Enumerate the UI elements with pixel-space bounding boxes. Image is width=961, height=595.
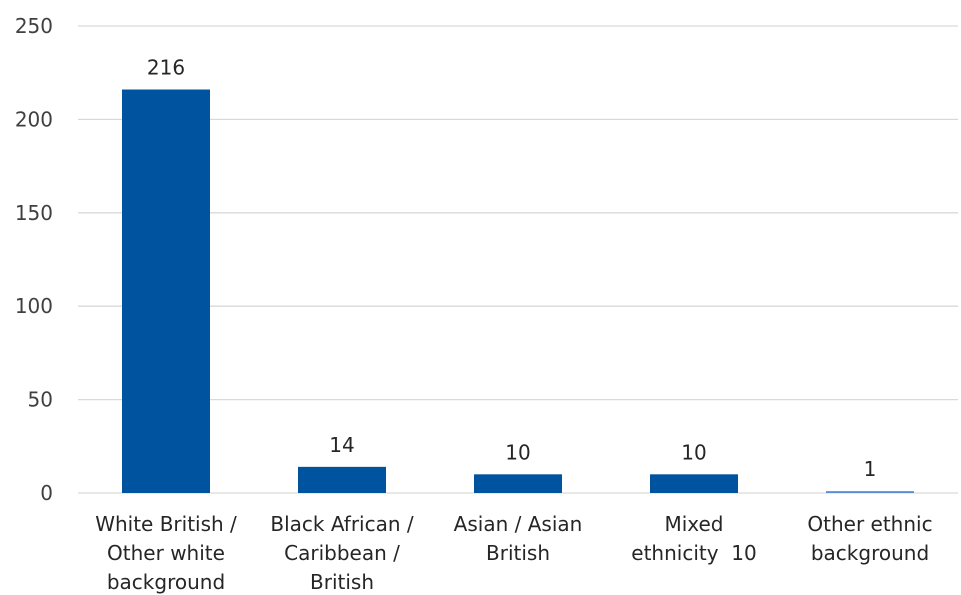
category-label: Black African / bbox=[270, 512, 414, 536]
data-label: 14 bbox=[329, 433, 354, 457]
bar bbox=[122, 89, 210, 494]
data-label: 10 bbox=[505, 440, 530, 464]
data-label: 1 bbox=[864, 457, 877, 481]
bar bbox=[650, 474, 738, 493]
y-tick-label: 250 bbox=[15, 14, 53, 38]
bar bbox=[826, 491, 914, 493]
category-label: Asian / Asian bbox=[454, 512, 583, 536]
category-label: background bbox=[811, 541, 929, 565]
bars bbox=[122, 89, 914, 494]
category-label: background bbox=[107, 570, 225, 594]
data-label: 10 bbox=[681, 440, 706, 464]
category-label: British bbox=[486, 541, 550, 565]
y-axis-tick-labels: 0 50 100 150 200 250 bbox=[15, 14, 53, 505]
bar bbox=[474, 474, 562, 493]
category-labels: White British / Other white background Blac… bbox=[95, 512, 932, 594]
category-label: Caribbean / bbox=[284, 541, 400, 565]
category-label: White British / bbox=[95, 512, 237, 536]
y-tick-label: 150 bbox=[15, 201, 53, 225]
category-label: British bbox=[310, 570, 374, 594]
y-tick-label: 50 bbox=[28, 388, 53, 412]
y-tick-label: 0 bbox=[40, 481, 53, 505]
category-label: ethnicity 10 bbox=[631, 541, 756, 565]
data-labels: 216 14 10 10 1 bbox=[147, 56, 876, 482]
y-tick-label: 100 bbox=[15, 294, 53, 318]
category-label: Mixed bbox=[664, 512, 723, 536]
gridlines bbox=[78, 25, 958, 494]
y-tick-label: 200 bbox=[15, 107, 53, 131]
data-label: 216 bbox=[147, 56, 185, 80]
category-label: Other white bbox=[107, 541, 225, 565]
bar bbox=[298, 466, 386, 493]
category-label: Other ethnic bbox=[807, 512, 932, 536]
